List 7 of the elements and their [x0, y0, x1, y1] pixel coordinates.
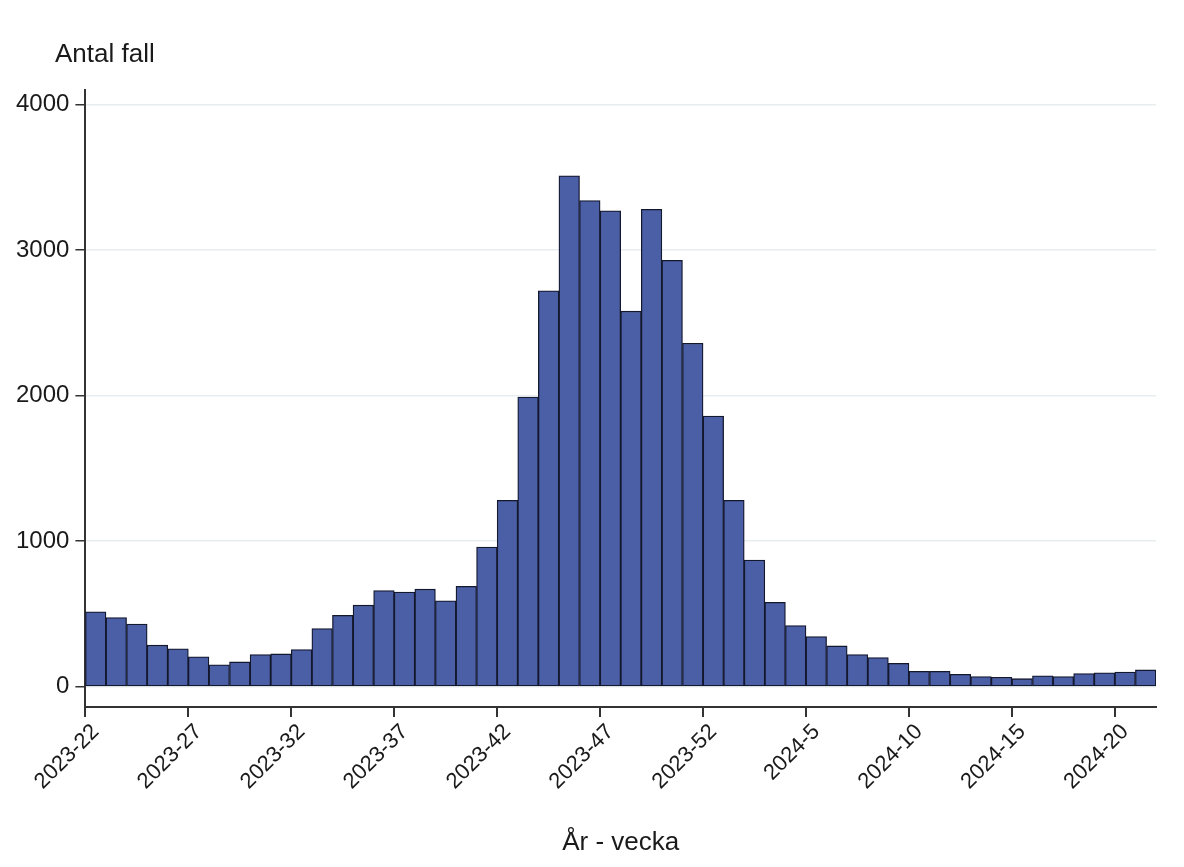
x-axis-title: År - vecka	[562, 825, 680, 856]
y-tick-label: 2000	[16, 380, 70, 408]
y-tick-label: 1000	[16, 525, 70, 553]
y-axis-title: Antal fall	[55, 38, 155, 68]
y-tick-label: 4000	[16, 89, 70, 117]
y-tick-label: 0	[56, 671, 70, 699]
y-tick-label: 3000	[16, 234, 70, 262]
